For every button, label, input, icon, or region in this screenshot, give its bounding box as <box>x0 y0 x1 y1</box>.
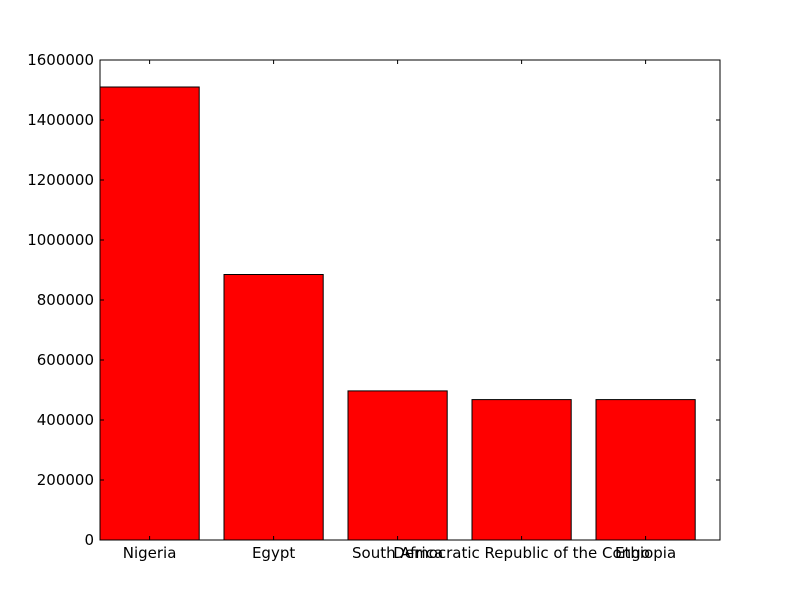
bar-4 <box>595 399 696 541</box>
x-tick-label: Nigeria <box>123 544 177 562</box>
bar-1 <box>223 274 324 541</box>
y-tick-label: 1200000 <box>27 171 94 189</box>
bar-3 <box>471 399 572 541</box>
y-tick-label: 1000000 <box>27 231 94 249</box>
y-tick-label: 400000 <box>37 411 94 429</box>
plot-frame <box>99 59 721 541</box>
x-tick-label: Egypt <box>252 544 295 562</box>
x-tick-label: Ethiopia <box>615 544 676 562</box>
y-tick-label: 1600000 <box>27 51 94 69</box>
y-tick-label: 600000 <box>37 351 94 369</box>
y-tick-group: 0 200000 400000 600000 800000 1000000 1200000 1… <box>27 51 720 549</box>
y-tick-label: 0 <box>84 531 94 549</box>
y-tick-label: 800000 <box>37 291 94 309</box>
x-tick-label: South Africa <box>352 544 443 562</box>
y-tick-label: 200000 <box>37 471 94 489</box>
bar-2 <box>347 390 448 541</box>
bar-0 <box>99 86 200 541</box>
x-tick-label: Democratic Republic of the Congo <box>393 544 650 562</box>
bars-group <box>99 86 696 541</box>
y-tick-label: 1400000 <box>27 111 94 129</box>
